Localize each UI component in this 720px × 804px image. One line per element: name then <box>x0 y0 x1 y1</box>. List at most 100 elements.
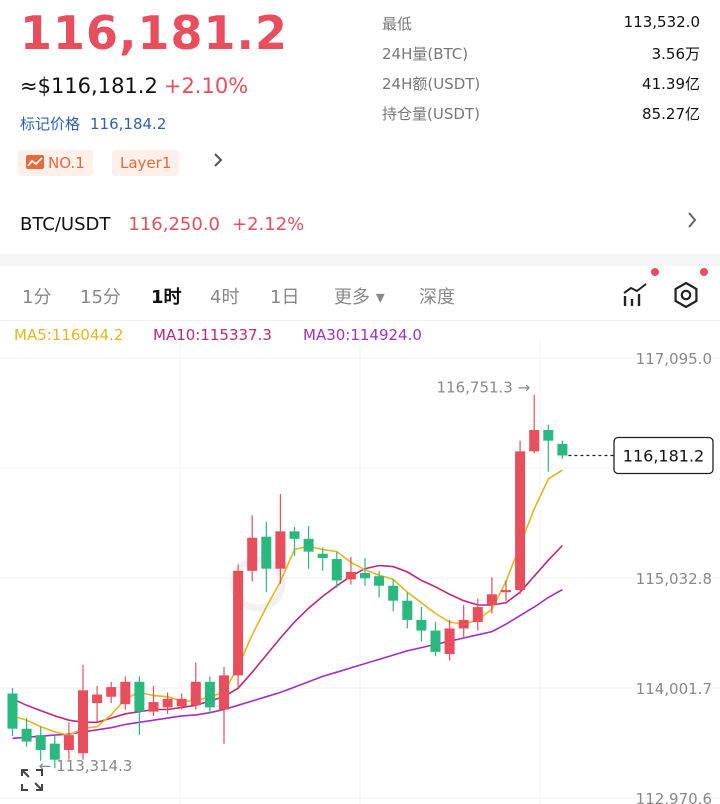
candle-body <box>162 698 173 708</box>
candle-body <box>317 553 328 559</box>
candle-body <box>472 607 483 623</box>
stat-24h-vol-value: 3.56万 <box>651 45 700 63</box>
category-tag[interactable]: Layer1 <box>112 150 180 176</box>
candle-body <box>529 430 540 452</box>
candle-body <box>543 430 554 441</box>
high-price-label: 116,751.3 → <box>437 379 531 397</box>
rank-tag-label: NO.1 <box>48 154 85 172</box>
candle <box>501 580 511 601</box>
pair-chevron-right-icon[interactable] <box>686 210 698 236</box>
notification-dot <box>651 268 659 276</box>
candle <box>7 688 18 737</box>
candle <box>486 577 497 614</box>
mark-price-label: 标记价格 <box>20 115 81 133</box>
candle <box>303 526 314 569</box>
spot-pair-row[interactable]: BTC/USDT 116,250.0 +2.12% <box>20 214 304 235</box>
tab-1h[interactable]: 1时 <box>151 287 182 308</box>
candle <box>360 558 370 586</box>
y-tick-label: 114,001.7 <box>636 680 712 698</box>
pair-change: +2.12% <box>232 214 305 235</box>
tab-15m[interactable]: 15分 <box>80 287 121 308</box>
ma5-label: MA5:116044.2 <box>14 326 124 344</box>
candle <box>35 726 46 761</box>
candle-body <box>557 443 568 456</box>
tab-depth[interactable]: 深度 <box>419 287 455 308</box>
candle-body <box>21 728 32 742</box>
stat-low-value: 113,532.0 <box>623 13 700 31</box>
current-price-label: 116,181.2 <box>623 446 704 465</box>
tab-1d[interactable]: 1日 <box>270 287 300 308</box>
candle <box>374 570 385 598</box>
mark-price-value: 116,184.2 <box>90 115 167 133</box>
candle <box>148 686 159 716</box>
low-price-label: ← 113,314.3 <box>39 757 133 775</box>
tab-4h[interactable]: 4时 <box>210 287 240 308</box>
candle-body <box>501 590 511 593</box>
candle-body <box>374 576 385 586</box>
candle <box>345 556 356 585</box>
candle-body <box>190 681 201 706</box>
candle-body <box>7 693 18 729</box>
trend-chart-icon <box>26 155 44 169</box>
candle <box>529 394 540 454</box>
candle-body <box>430 630 441 652</box>
notification-dot <box>700 268 708 276</box>
candle <box>106 681 117 704</box>
tags-chevron-right-icon[interactable] <box>212 151 224 174</box>
candle-body <box>247 537 258 571</box>
candle <box>458 604 469 637</box>
candle <box>515 440 526 595</box>
y-tick-label: 115,032.8 <box>636 570 712 588</box>
candle <box>402 592 413 629</box>
candle-body <box>204 681 215 708</box>
ma10-label: MA10:115337.3 <box>153 326 272 344</box>
candle <box>21 718 32 747</box>
tab-1m[interactable]: 1分 <box>22 287 52 308</box>
stat-24h-vol-label: 24H量(BTC) <box>382 45 469 63</box>
candle-body <box>416 619 427 631</box>
candle-body <box>345 571 356 580</box>
current-price-box <box>613 436 714 475</box>
candlestick-chart[interactable]: 117,095.0 115,032.8 114,001.7 112,970.6 116,… <box>0 340 720 804</box>
candle-body <box>360 572 370 579</box>
candle-body <box>331 559 342 581</box>
tabs-separator <box>0 320 720 321</box>
stat-open-interest-label: 持仓量(USDT) <box>382 105 480 123</box>
candle <box>416 607 427 642</box>
candle <box>162 692 173 714</box>
candle <box>49 735 60 769</box>
candle <box>261 521 272 593</box>
ma30-line <box>12 588 563 740</box>
indicator-icon[interactable] <box>622 282 650 312</box>
candle-body <box>388 585 399 601</box>
candle-body <box>35 735 46 751</box>
candle <box>204 676 215 714</box>
candle-body <box>303 538 314 552</box>
mark-price-row[interactable]: 标记价格 116,184.2 <box>20 113 166 134</box>
pair-price: 116,250.0 <box>128 214 220 235</box>
candle-body <box>176 698 187 707</box>
candle <box>247 515 258 582</box>
section-divider <box>0 254 720 266</box>
last-price: 116,181.2 <box>20 6 288 60</box>
y-tick-label: 117,095.0 <box>636 350 712 368</box>
candle <box>219 666 229 744</box>
tab-more[interactable]: 更多 ▾ <box>334 287 385 308</box>
stat-24h-amount-value: 41.39亿 <box>642 75 700 93</box>
ma30-line-group <box>12 588 563 740</box>
chart-grid <box>0 340 720 804</box>
candle <box>233 564 244 689</box>
fullscreen-expand-icon[interactable] <box>20 768 44 796</box>
candle-body <box>219 675 229 710</box>
ma30-label: MA30:114924.0 <box>303 326 422 344</box>
candle-body <box>148 702 159 712</box>
settings-gear-icon[interactable] <box>672 281 700 313</box>
rank-tag[interactable]: NO.1 <box>18 150 93 176</box>
candle-body <box>515 451 526 591</box>
ma5-line <box>12 469 563 736</box>
candles-group <box>7 394 568 769</box>
candle <box>134 676 145 736</box>
candle-body <box>233 570 244 676</box>
candle-body <box>106 687 117 697</box>
axis-labels-group: 117,095.0 115,032.8 114,001.7 112,970.6 116,… <box>39 350 714 804</box>
